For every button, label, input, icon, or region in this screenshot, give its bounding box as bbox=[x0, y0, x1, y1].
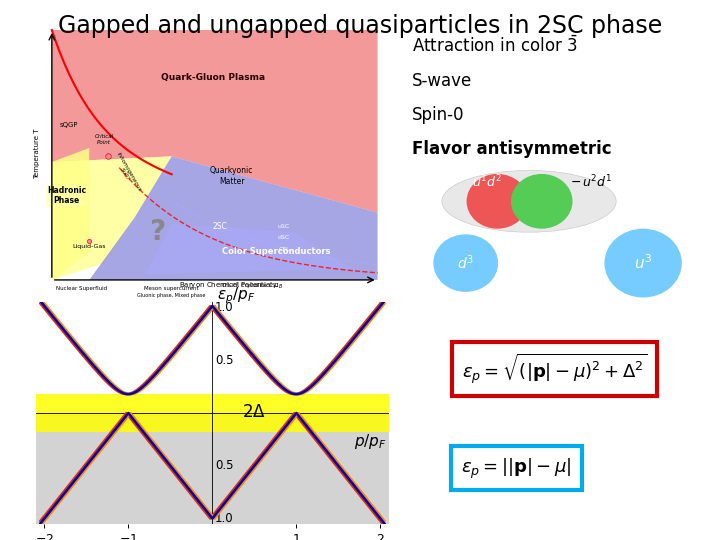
Text: Quark-Gluon Plasma: Quark-Gluon Plasma bbox=[161, 73, 265, 82]
Text: Gluonic phase, Mixed phase: Gluonic phase, Mixed phase bbox=[138, 293, 206, 298]
Text: $\epsilon_p = \sqrt{(|\mathbf{p}| - \mu)^2 + \Delta^2}$: $\epsilon_p = \sqrt{(|\mathbf{p}| - \mu)… bbox=[462, 352, 647, 386]
Bar bbox=[36, 394, 389, 432]
Text: Hadronic
Phase: Hadronic Phase bbox=[48, 186, 86, 205]
Text: ?: ? bbox=[148, 218, 165, 246]
Text: $u^1d^2$: $u^1d^2$ bbox=[472, 173, 502, 190]
Text: Baryon Chemical Potential $\mu_B$: Baryon Chemical Potential $\mu_B$ bbox=[179, 281, 284, 291]
Text: CFL-$K^0$, Crystalline CSC: CFL-$K^0$, Crystalline CSC bbox=[221, 281, 279, 291]
Text: Gapped and ungapped quasiparticles in 2SC phase: Gapped and ungapped quasiparticles in 2S… bbox=[58, 14, 662, 37]
Text: 0.5: 0.5 bbox=[215, 460, 233, 472]
Text: uSC: uSC bbox=[278, 224, 290, 229]
Text: Inhomogeneous
SuC?: Inhomogeneous SuC? bbox=[111, 151, 143, 195]
Text: Liquid-Gas: Liquid-Gas bbox=[73, 244, 106, 249]
Polygon shape bbox=[52, 148, 89, 280]
Text: Critical
Point: Critical Point bbox=[95, 134, 114, 145]
Text: Nuclear Superfluid: Nuclear Superfluid bbox=[56, 286, 107, 291]
Text: 1.0: 1.0 bbox=[215, 301, 233, 314]
Text: $-\,u^2d^1$: $-\,u^2d^1$ bbox=[570, 173, 613, 190]
Text: $\epsilon_p = ||\mathbf{p}| - \mu|$: $\epsilon_p = ||\mathbf{p}| - \mu|$ bbox=[461, 456, 572, 481]
Text: Spin-0: Spin-0 bbox=[412, 106, 464, 124]
Text: $u^3$: $u^3$ bbox=[634, 254, 652, 273]
Text: Flavor antisymmetric: Flavor antisymmetric bbox=[412, 139, 611, 158]
Circle shape bbox=[434, 235, 498, 291]
Text: $p/p_F$: $p/p_F$ bbox=[354, 432, 387, 451]
Circle shape bbox=[605, 230, 681, 297]
Bar bbox=[36, 302, 389, 413]
Text: Meson supercurrent: Meson supercurrent bbox=[144, 286, 199, 291]
Text: sQGP: sQGP bbox=[59, 122, 78, 129]
Polygon shape bbox=[145, 224, 351, 274]
Text: CFL: CFL bbox=[278, 247, 289, 252]
Text: Attraction in color $\bar{3}$: Attraction in color $\bar{3}$ bbox=[412, 36, 577, 56]
Ellipse shape bbox=[442, 171, 616, 232]
Bar bbox=[36, 413, 389, 524]
Text: Color Superconductors: Color Superconductors bbox=[222, 247, 330, 256]
Text: dSC: dSC bbox=[278, 235, 290, 240]
Circle shape bbox=[512, 174, 572, 228]
Text: $\epsilon_p/p_F$: $\epsilon_p/p_F$ bbox=[217, 285, 255, 306]
Text: $2\Delta$: $2\Delta$ bbox=[242, 403, 266, 421]
Text: S-wave: S-wave bbox=[412, 72, 472, 90]
Text: 1.0: 1.0 bbox=[215, 512, 233, 525]
Text: 0.5: 0.5 bbox=[215, 354, 233, 367]
Text: Quarkyonic
Matter: Quarkyonic Matter bbox=[210, 166, 253, 186]
Text: $d^3$: $d^3$ bbox=[457, 254, 474, 272]
Polygon shape bbox=[52, 157, 171, 280]
Text: 2SC: 2SC bbox=[213, 222, 228, 231]
Circle shape bbox=[467, 174, 528, 228]
Text: Temperature T: Temperature T bbox=[34, 129, 40, 179]
Polygon shape bbox=[89, 157, 377, 280]
Polygon shape bbox=[52, 30, 377, 213]
